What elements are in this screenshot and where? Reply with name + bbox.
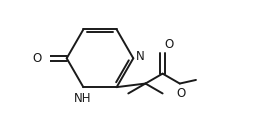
Text: O: O bbox=[165, 38, 174, 51]
Text: N: N bbox=[135, 50, 144, 63]
Text: O: O bbox=[176, 87, 185, 100]
Text: O: O bbox=[32, 52, 41, 65]
Text: NH: NH bbox=[74, 92, 91, 105]
